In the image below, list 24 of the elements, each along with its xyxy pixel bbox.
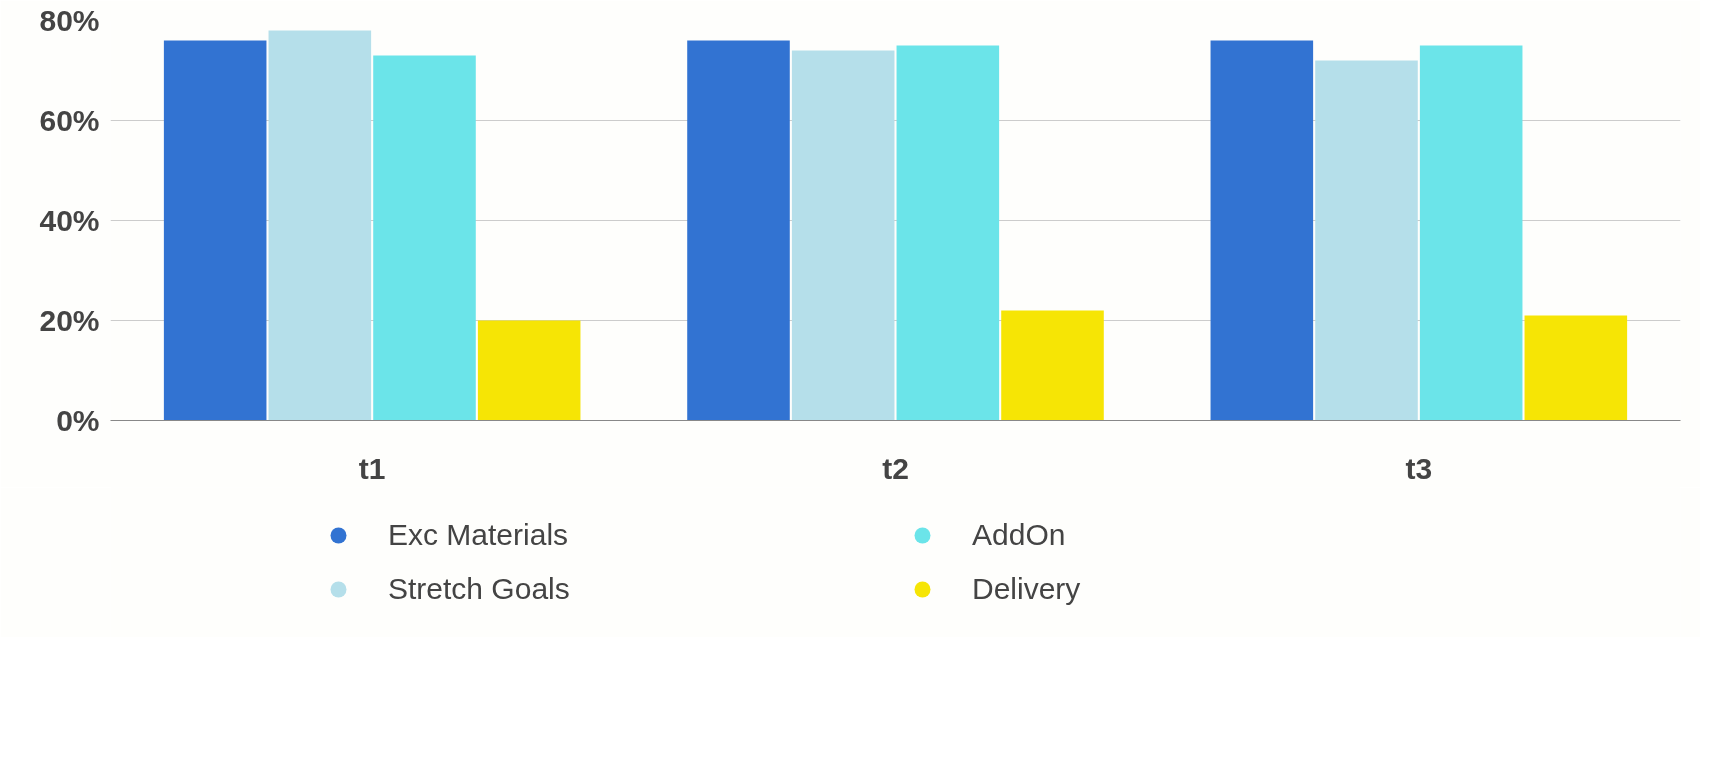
legend-label: Delivery — [972, 572, 1082, 606]
y-tick-label: 60% — [39, 104, 100, 137]
x-tick-label: t2 — [882, 451, 909, 485]
x-tick-label: t3 — [1405, 451, 1433, 485]
bar — [163, 40, 267, 421]
bar — [791, 50, 895, 421]
y-tick-label: 0% — [56, 404, 100, 437]
legend-label: Stretch Goals — [388, 572, 571, 606]
bar — [1315, 60, 1418, 421]
x-tick-label: t1 — [358, 451, 386, 485]
y-tick-label: 40% — [39, 204, 100, 237]
y-tick-label: 20% — [39, 304, 100, 337]
bar — [896, 45, 1000, 421]
bar — [1524, 315, 1628, 421]
legend-label: AddOn — [972, 518, 1067, 552]
legend-label: Exc Materials — [388, 518, 570, 552]
y-tick-label: 80% — [39, 4, 100, 37]
bar — [1419, 45, 1523, 421]
bar — [477, 320, 581, 421]
bar — [268, 30, 372, 421]
bar — [1001, 310, 1104, 421]
bar — [373, 55, 476, 421]
bar — [1210, 40, 1314, 421]
bar — [687, 40, 790, 421]
